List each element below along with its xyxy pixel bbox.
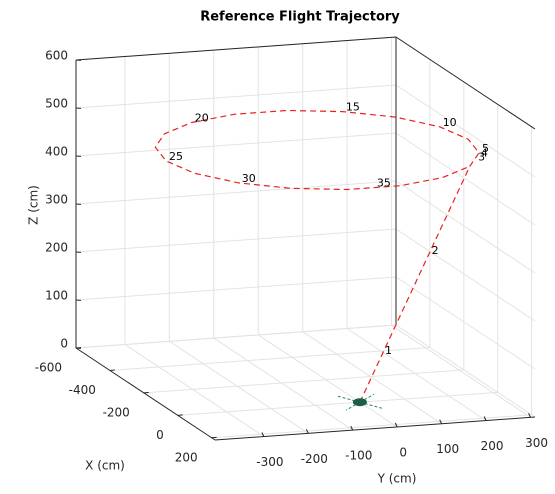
grid-line (110, 347, 430, 370)
grid-line (396, 85, 535, 177)
y-tick-label: -300 (256, 455, 283, 469)
axis-edge (76, 37, 396, 60)
axis-edge (76, 348, 215, 440)
grid-line (144, 370, 464, 393)
z-tick-label: 300 (45, 193, 68, 207)
time-label: 30 (242, 172, 256, 185)
time-label: 10 (443, 116, 457, 129)
z-tick-label: 400 (45, 145, 68, 159)
axis-edge (215, 417, 535, 440)
grid-line (396, 277, 535, 369)
y-tick-label: 100 (436, 442, 459, 456)
grid-line (76, 277, 396, 300)
x-axis-label: X (cm) (85, 459, 125, 473)
z-tick-label: 500 (45, 97, 68, 111)
time-label: 20 (195, 111, 209, 124)
grid-line (76, 133, 396, 156)
x-tick-label: 200 (175, 450, 198, 464)
grid-line (76, 181, 396, 204)
time-label: 2 (432, 244, 439, 257)
x-tick-label: 0 (156, 428, 164, 442)
time-label: 35 (377, 177, 391, 190)
drone-body (353, 398, 367, 406)
z-tick-label: 100 (45, 289, 68, 303)
y-tick-label: -100 (345, 449, 372, 463)
chart-title: Reference Flight Trajectory (200, 10, 400, 25)
time-label: 25 (169, 150, 183, 163)
x-tick-label: -400 (69, 383, 96, 397)
y-tick-label: 200 (481, 439, 504, 453)
time-label: 1 (385, 344, 392, 357)
y-axis-label: Y (cm) (377, 472, 417, 486)
x-tick-label: -600 (35, 361, 62, 375)
x-tick-label: -200 (103, 405, 130, 419)
time-label: 5 (482, 142, 489, 155)
y-tick-label: -200 (301, 452, 328, 466)
trajectory (155, 111, 479, 403)
grid-line (396, 325, 535, 417)
grid-line (396, 229, 535, 321)
axis-edge (396, 37, 535, 129)
grid-line (396, 133, 535, 225)
z-tick-label: 600 (45, 49, 68, 63)
drone (338, 394, 382, 410)
grid-line (76, 229, 396, 252)
z-axis-label: Z (cm) (27, 185, 41, 225)
z-tick-label: 0 (60, 337, 68, 351)
grid-line (212, 415, 532, 438)
grid-line (178, 392, 498, 415)
y-tick-label: 0 (399, 445, 407, 459)
grid-line (76, 325, 396, 348)
grid-line (396, 181, 535, 273)
time-label: 15 (346, 101, 360, 114)
y-tick-label: 300 (525, 436, 548, 450)
z-tick-label: 200 (45, 241, 68, 255)
